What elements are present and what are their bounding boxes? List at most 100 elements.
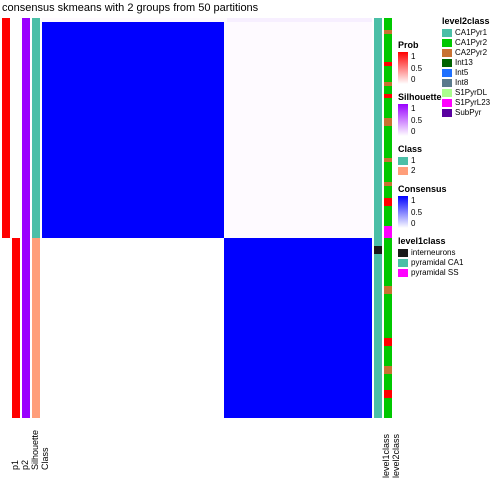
anno-segment bbox=[384, 98, 392, 118]
anno-segment bbox=[32, 18, 40, 238]
right-anno-col-level2class bbox=[384, 18, 392, 418]
anno-segment bbox=[384, 238, 392, 286]
anno-segment bbox=[384, 374, 392, 390]
anno-label: p1 bbox=[10, 460, 20, 470]
main-heatmap-area bbox=[2, 18, 372, 418]
swatch bbox=[442, 29, 452, 37]
swatch bbox=[398, 259, 408, 267]
legend-title: Class bbox=[398, 144, 502, 154]
page-title: consensus skmeans with 2 groups from 50 … bbox=[2, 2, 258, 14]
swatch bbox=[442, 49, 452, 57]
anno-segment bbox=[384, 226, 392, 238]
anno-segment bbox=[384, 34, 392, 62]
legend-label: S1PyrL23 bbox=[455, 98, 490, 108]
anno-col-Class bbox=[32, 18, 40, 418]
legend-label: Int5 bbox=[455, 68, 468, 78]
anno-label: p2 bbox=[20, 460, 30, 470]
anno-segment bbox=[384, 186, 392, 198]
anno-label: level2class bbox=[391, 434, 401, 478]
legend-item: pyramidal CA1 bbox=[398, 258, 502, 268]
right-annotation bbox=[374, 18, 394, 418]
grad-tick: 0 bbox=[411, 219, 422, 228]
legends-right: level2classCA1Pyr1CA1Pyr2CA2Pyr2Int13Int… bbox=[442, 16, 502, 126]
legend-item: Int5 bbox=[442, 68, 502, 78]
anno-segment bbox=[374, 254, 382, 418]
legend-item: interneurons bbox=[398, 248, 502, 258]
anno-segment bbox=[32, 238, 40, 418]
legend-item: pyramidal SS bbox=[398, 268, 502, 278]
anno-segment bbox=[384, 162, 392, 182]
legend-Class: Class 12 bbox=[398, 144, 502, 176]
grad-tick: 1 bbox=[411, 196, 422, 205]
anno-segment bbox=[384, 18, 392, 30]
legend-item: Int13 bbox=[442, 58, 502, 68]
anno-segment bbox=[384, 286, 392, 294]
legend-label: SubPyr bbox=[455, 108, 481, 118]
anno-segment bbox=[384, 294, 392, 338]
anno-col-p1 bbox=[2, 18, 10, 418]
grad-tick: 0.5 bbox=[411, 116, 422, 125]
legend-item: S1PyrDL bbox=[442, 88, 502, 98]
legend-item: CA1Pyr2 bbox=[442, 38, 502, 48]
anno-segment bbox=[384, 366, 392, 374]
swatch bbox=[398, 269, 408, 277]
anno-segment bbox=[384, 126, 392, 158]
hm-cell bbox=[224, 22, 373, 238]
legend-label: CA2Pyr2 bbox=[455, 48, 487, 58]
anno-segment bbox=[374, 238, 382, 246]
legend-label: 2 bbox=[411, 166, 415, 176]
legend-title: Consensus bbox=[398, 184, 502, 194]
anno-segment bbox=[374, 30, 382, 238]
gradient-swatch bbox=[398, 196, 408, 228]
anno-segment bbox=[12, 18, 20, 238]
anno-segment bbox=[374, 246, 382, 254]
anno-label: level1class bbox=[381, 434, 391, 478]
anno-segment bbox=[384, 338, 392, 346]
swatch bbox=[398, 167, 408, 175]
anno-segment bbox=[384, 206, 392, 226]
anno-segment bbox=[12, 238, 20, 418]
anno-segment bbox=[384, 346, 392, 366]
anno-segment bbox=[384, 398, 392, 418]
grad-tick: 1 bbox=[411, 52, 422, 61]
grad-tick: 0 bbox=[411, 75, 422, 84]
anno-segment bbox=[2, 18, 10, 238]
grad-tick: 0.5 bbox=[411, 64, 422, 73]
swatch bbox=[442, 79, 452, 87]
anno-segment bbox=[384, 66, 392, 82]
anno-segment bbox=[384, 390, 392, 398]
grad-tick: 0.5 bbox=[411, 208, 422, 217]
legend-label: pyramidal CA1 bbox=[411, 258, 463, 268]
anno-label: Silhouette bbox=[30, 430, 40, 470]
anno-col-Silhouette bbox=[22, 18, 30, 418]
anno-label: Class bbox=[40, 447, 50, 470]
swatch bbox=[442, 89, 452, 97]
legend-title: level2class bbox=[442, 16, 502, 26]
legend-label: Int8 bbox=[455, 78, 468, 88]
swatch bbox=[442, 69, 452, 77]
right-anno-col-level1class bbox=[374, 18, 382, 418]
legend-item: 1 bbox=[398, 156, 502, 166]
hm-cell bbox=[224, 238, 373, 418]
swatch bbox=[398, 249, 408, 257]
legend-label: S1PyrDL bbox=[455, 88, 487, 98]
legend-Consensus: Consensus 1 0.5 0 bbox=[398, 184, 502, 228]
grad-tick: 1 bbox=[411, 104, 422, 113]
legend-item: S1PyrL23 bbox=[442, 98, 502, 108]
legend-label: Int13 bbox=[455, 58, 473, 68]
swatch bbox=[442, 39, 452, 47]
anno-segment bbox=[384, 198, 392, 206]
anno-col-p2 bbox=[12, 18, 20, 418]
legend-item: 2 bbox=[398, 166, 502, 176]
legend-title: level1class bbox=[398, 236, 502, 246]
swatch bbox=[442, 109, 452, 117]
anno-segment bbox=[384, 118, 392, 126]
legend-item: Int8 bbox=[442, 78, 502, 88]
legend-label: pyramidal SS bbox=[411, 268, 459, 278]
hm-cell bbox=[42, 22, 224, 238]
legend-item: CA2Pyr2 bbox=[442, 48, 502, 58]
legend-label: 1 bbox=[411, 156, 415, 166]
grad-tick: 0 bbox=[411, 127, 422, 136]
hm-cell bbox=[42, 238, 224, 418]
anno-segment bbox=[384, 86, 392, 94]
